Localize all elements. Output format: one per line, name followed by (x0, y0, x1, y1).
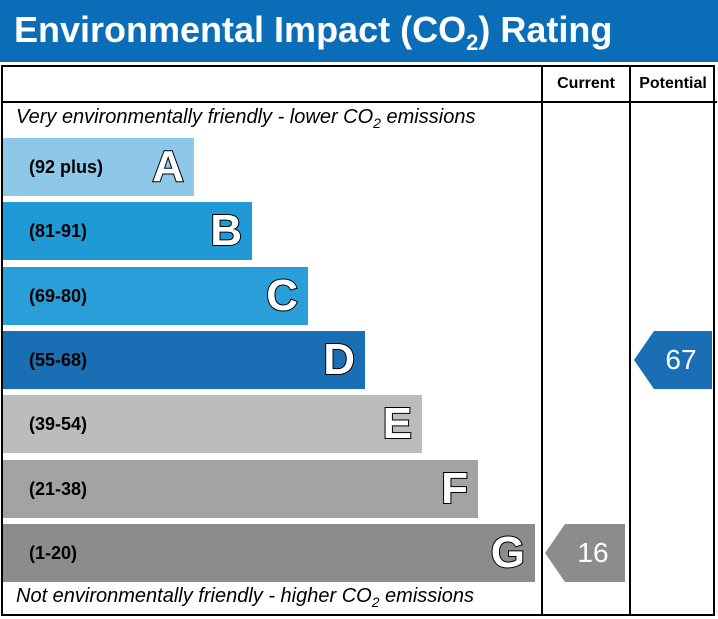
band-letter: F (440, 463, 469, 514)
potential-marker-arrow (634, 331, 712, 389)
rating-table (1, 65, 715, 616)
potential-rating-value: 67 (665, 344, 697, 375)
title-text-end: ) Rating (478, 9, 613, 50)
band-range-label: (92 plus) (29, 157, 104, 177)
bottom-caption-text-end: emissions (379, 585, 474, 607)
band-letter: C (265, 270, 299, 321)
current-column-divider (541, 65, 543, 616)
potential-marker-shape (634, 331, 712, 389)
band-letter: A (151, 141, 185, 192)
bottom-caption-subscript: 2 (371, 594, 380, 610)
potential-rating-marker: 67 (634, 331, 712, 389)
band-e: (39-54) E (3, 395, 422, 453)
top-caption-text-end: emissions (380, 106, 476, 128)
current-rating-value: 16 (577, 537, 609, 568)
top-caption-text: Very environmentally friendly - lower CO (16, 106, 374, 128)
top-caption: Very environmentally friendly - lower CO… (16, 106, 476, 131)
header-bar: Environmental Impact (CO2) Rating (0, 0, 718, 62)
current-marker-arrow (545, 524, 625, 582)
bottom-caption-text: Not environmentally friendly - higher CO (16, 585, 372, 607)
band-a: (92 plus) A (3, 138, 194, 196)
page-title: Environmental Impact (CO2) Rating (14, 8, 612, 57)
band-letter: D (322, 334, 356, 385)
band-d: (55-68) D (3, 331, 365, 389)
band-g: (1-20) G (3, 524, 535, 582)
band-letter: E (382, 398, 413, 449)
band-c: (69-80) C (3, 267, 308, 325)
band-letter: B (209, 205, 243, 256)
band-range-label: (21-38) (29, 479, 88, 499)
bottom-caption: Not environmentally friendly - higher CO… (16, 585, 474, 610)
band-letter: G (490, 527, 526, 578)
title-text: Environmental Impact (CO (14, 9, 467, 50)
band-range-label: (81-91) (29, 221, 88, 241)
band-range-label: (39-54) (29, 414, 88, 434)
band-f: (21-38) F (3, 460, 478, 518)
current-marker-shape (545, 524, 625, 582)
band-range-label: (55-68) (29, 350, 88, 370)
band-range-label: (1-20) (29, 543, 78, 563)
potential-column-divider (629, 65, 631, 616)
title-subscript: 2 (466, 30, 479, 55)
potential-column-header: Potential (639, 75, 707, 92)
current-column-header: Current (557, 75, 615, 92)
top-caption-subscript: 2 (373, 115, 381, 131)
band-range-label: (69-80) (29, 286, 88, 306)
header-row-divider (1, 101, 717, 103)
band-b: (81-91) B (3, 202, 252, 260)
current-rating-marker: 16 (545, 524, 625, 582)
